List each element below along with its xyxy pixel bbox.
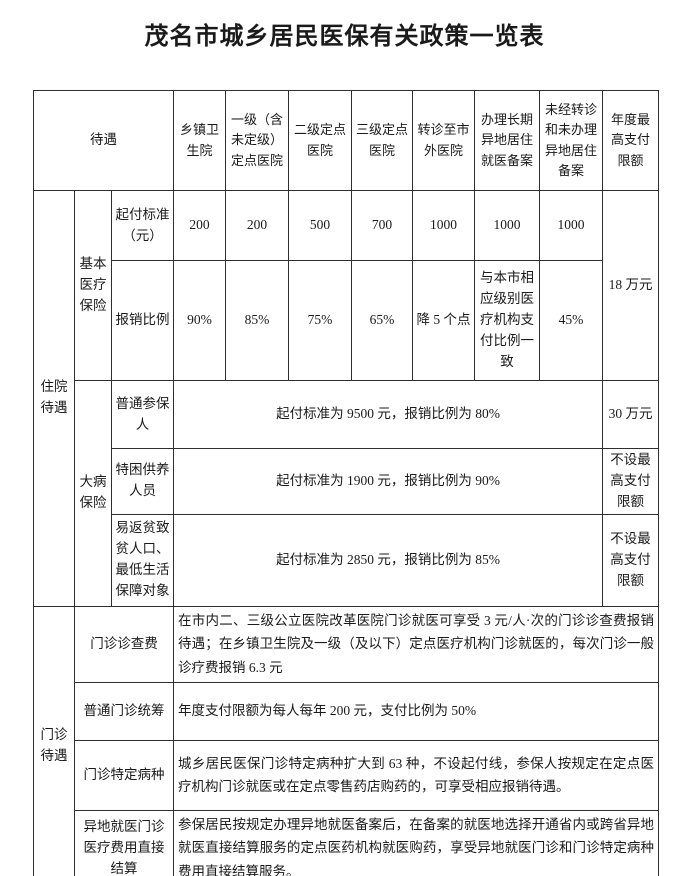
- content-cell: 在市内二、三级公立医院改革医院门诊就医可享受 3 元/人·次的门诊诊查费报销待遇…: [173, 605, 660, 683]
- content-cell: 起付标准为 2850 元，报销比例为 85%: [173, 513, 604, 607]
- policy-table: 待遇 乡镇卫生院 一级（含未定级）定点医院 二级定点医院 三级定点医院 转诊至市…: [32, 90, 660, 876]
- header-cell-level2-hospital: 二级定点医院: [288, 90, 353, 191]
- group-label-major-illness: 大病保险: [74, 380, 112, 607]
- row-label-reimbursement: 报销比例: [110, 260, 175, 381]
- header-cell-level1-hospital: 一级（含未定级）定点医院: [225, 90, 290, 191]
- value-cell: 90%: [173, 260, 227, 381]
- annual-cap-cell: 不设最高支付限额: [602, 448, 660, 515]
- table-row-poverty-prone: 易返贫致贫人口、最低生活保障对象 起付标准为 2850 元，报销比例为 85% …: [34, 513, 660, 607]
- value-cell: 与本市相应级别医疗机构支付比例一致: [474, 260, 541, 381]
- annual-cap-cell: 不设最高支付限额: [602, 513, 660, 607]
- content-cell: 参保居民按规定办理异地就医备案后，在备案的就医地选择开通省内或跨省异地就医直接结…: [173, 809, 660, 876]
- header-row: 待遇 乡镇卫生院 一级（含未定级）定点医院 二级定点医院 三级定点医院 转诊至市…: [32, 90, 660, 191]
- header-cell-township-hospital: 乡镇卫生院: [173, 90, 227, 191]
- section-label-outpatient: 门诊待遇: [33, 605, 75, 876]
- content-cell: 起付标准为 1900 元，报销比例为 90%: [173, 448, 604, 515]
- table-row-destitute: 特困供养人员 起付标准为 1900 元，报销比例为 90% 不设最高支付限额: [34, 448, 660, 515]
- value-cell: 降 5 个点: [412, 260, 476, 381]
- value-cell: 200: [225, 190, 290, 261]
- row-label-general-outpatient: 普通门诊统筹: [73, 681, 175, 741]
- header-cell-no-referral: 未经转诊和未办理异地居住备案: [539, 90, 604, 191]
- group-label-basic-insurance: 基本医疗保险: [74, 190, 112, 381]
- header-cell-level3-hospital: 三级定点医院: [351, 90, 414, 191]
- table-row-specific-diseases: 门诊特定病种 城乡居民医保门诊特定病种扩大到 63 种，不设起付线，参保人按规定…: [34, 739, 660, 811]
- value-cell: 75%: [288, 260, 353, 381]
- table-row-general-outpatient: 普通门诊统筹 年度支付限额为每人每年 200 元，支付比例为 50%: [34, 681, 660, 741]
- header-cell-longterm-remote: 办理长期异地居住就医备案: [474, 90, 541, 191]
- content-cell: 城乡居民医保门诊特定病种扩大到 63 种，不设起付线，参保人按规定在定点医疗机构…: [173, 739, 660, 811]
- table-row-consultation-fee: 门诊待遇 门诊诊查费 在市内二、三级公立医院改革医院门诊就医可享受 3 元/人·…: [33, 605, 660, 876]
- row-label-deductible: 起付标准（元）: [110, 190, 175, 261]
- row-label-consultation-fee: 门诊诊查费: [73, 605, 175, 683]
- value-cell: 85%: [225, 260, 290, 381]
- value-cell: 1000: [412, 190, 476, 261]
- value-cell: 200: [173, 190, 227, 261]
- table-row-reimbursement: 报销比例 90% 85% 75% 65% 降 5 个点 与本市相应级别医疗机构支…: [34, 260, 659, 381]
- table-row-remote-settlement: 异地就医门诊医疗费用直接结算 参保居民按规定办理异地就医备案后，在备案的就医地选…: [34, 809, 660, 876]
- header-cell-referral-outside: 转诊至市外医院: [412, 90, 476, 191]
- annual-cap-cell: 30 万元: [602, 380, 660, 449]
- table-row-deductible: 住院待遇 基本医疗保险 起付标准（元） 200 200 500 700 1000…: [33, 190, 660, 607]
- row-label-destitute: 特困供养人员: [110, 448, 175, 515]
- page-title: 茂名市城乡居民医保有关政策一览表: [144, 24, 545, 50]
- value-cell: 700: [351, 190, 414, 261]
- row-label-remote-settlement: 异地就医门诊医疗费用直接结算: [73, 809, 175, 876]
- value-cell: 65%: [351, 260, 414, 381]
- row-label-specific-diseases: 门诊特定病种: [73, 739, 175, 811]
- section-label-inpatient: 住院待遇: [33, 190, 75, 607]
- content-cell: 年度支付限额为每人每年 200 元，支付比例为 50%: [173, 681, 660, 741]
- value-cell: 500: [288, 190, 353, 261]
- content-cell: 起付标准为 9500 元，报销比例为 80%: [173, 380, 604, 449]
- value-cell: 45%: [539, 260, 604, 381]
- header-cell-treatment: 待遇: [32, 90, 175, 191]
- annual-cap-cell: 18 万元: [602, 190, 660, 381]
- header-cell-annual-cap: 年度最高支付限额: [602, 90, 660, 191]
- value-cell: 1000: [474, 190, 541, 261]
- table-row-ordinary-insured: 大病保险 普通参保人 起付标准为 9500 元，报销比例为 80% 30 万元: [34, 380, 660, 607]
- row-label-poverty-prone: 易返贫致贫人口、最低生活保障对象: [110, 513, 175, 607]
- row-label-ordinary-insured: 普通参保人: [110, 380, 175, 449]
- value-cell: 1000: [539, 190, 604, 261]
